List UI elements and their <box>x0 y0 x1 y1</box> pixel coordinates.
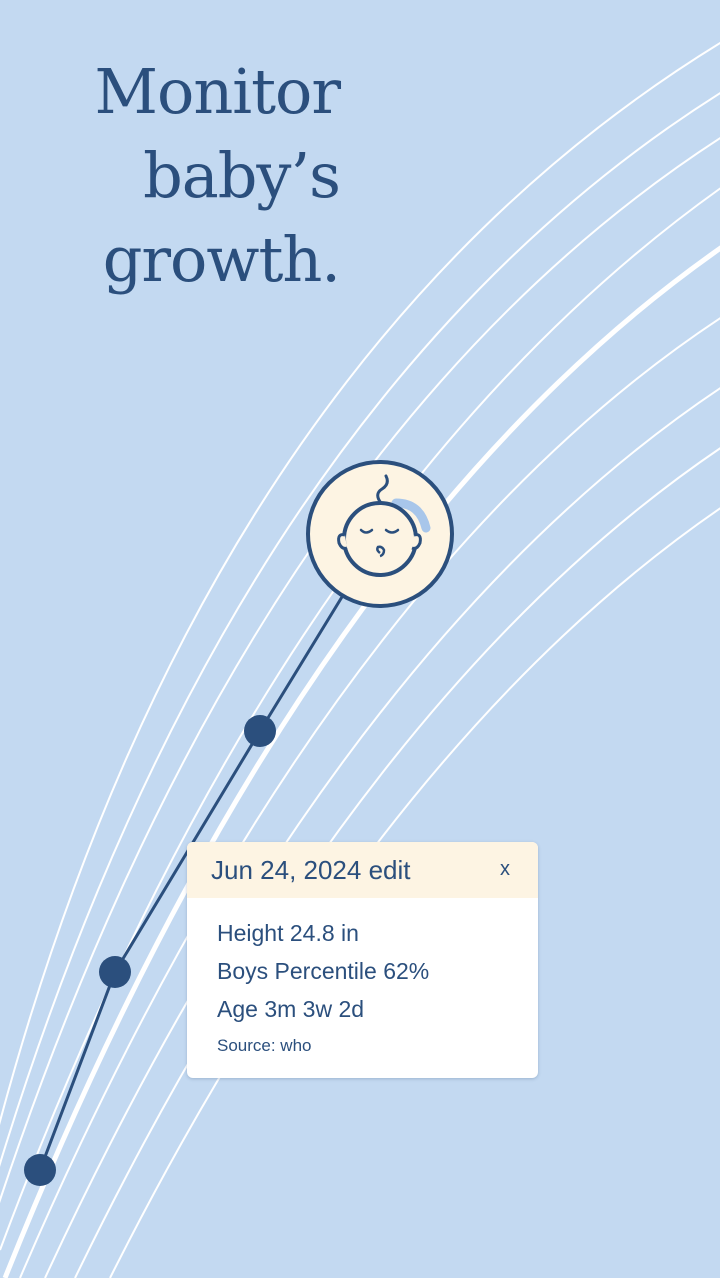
page-title: Monitor baby’s growth. <box>40 50 341 302</box>
source-label: Source: who <box>217 1036 312 1055</box>
percentile-curve <box>44 387 720 1278</box>
sleeping-baby-icon <box>306 460 454 608</box>
measurement-point <box>99 956 131 988</box>
percentile-curve <box>0 187 720 1251</box>
percentile-value: Boys Percentile 62% <box>217 958 430 984</box>
close-icon[interactable]: x <box>500 858 510 880</box>
percentile-curve <box>109 507 720 1278</box>
percentile-curve <box>0 92 720 1168</box>
popup-header: Jun 24, 2024 edit x <box>187 842 538 898</box>
percentile-curve <box>0 137 720 1204</box>
title-line: Monitor <box>94 55 341 128</box>
percentile-curve <box>74 447 720 1278</box>
edit-date-link[interactable]: Jun 24, 2024 edit <box>211 855 411 885</box>
percentile-curve <box>0 41 720 1126</box>
age-value: Age 3m 3w 2d <box>217 996 365 1022</box>
title-line: growth. <box>102 223 341 296</box>
median-curve <box>2 245 720 1278</box>
percentile-curve <box>19 317 720 1278</box>
measurement-point <box>24 1154 56 1186</box>
height-value: Height 24.8 in <box>217 920 359 946</box>
popup-body: Height 24.8 in Boys Percentile 62% Age 3… <box>217 914 429 1056</box>
title-line: baby’s <box>143 139 341 212</box>
measurement-point <box>244 715 276 747</box>
measurement-popup: Jun 24, 2024 edit x Height 24.8 in Boys … <box>187 842 538 1078</box>
